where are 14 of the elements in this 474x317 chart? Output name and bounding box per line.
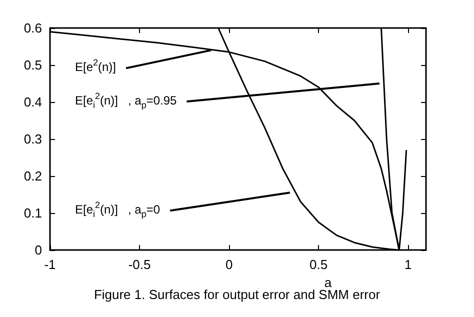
y-tick-label: 0.3: [24, 132, 42, 146]
y-tick-label: 0.5: [24, 58, 42, 72]
y-tick-label: 0.4: [24, 94, 42, 110]
x-tick-label: 0: [225, 257, 233, 272]
y-tick-label: 0: [34, 242, 42, 258]
y-tick-label: 0.2: [24, 168, 42, 184]
text: Figure 1. Surfaces for output error and SMM error: [94, 287, 381, 302]
x-tick-label: 1: [404, 257, 412, 272]
x-axis-title: a: [324, 274, 332, 290]
y-tick-label: 0.6: [24, 20, 42, 36]
y-tick-label: 0.1: [24, 206, 42, 220]
x-tick-label: -1: [44, 257, 56, 272]
x-tick-label: -0.5: [128, 257, 151, 272]
x-tick-label: 0.5: [310, 257, 328, 272]
